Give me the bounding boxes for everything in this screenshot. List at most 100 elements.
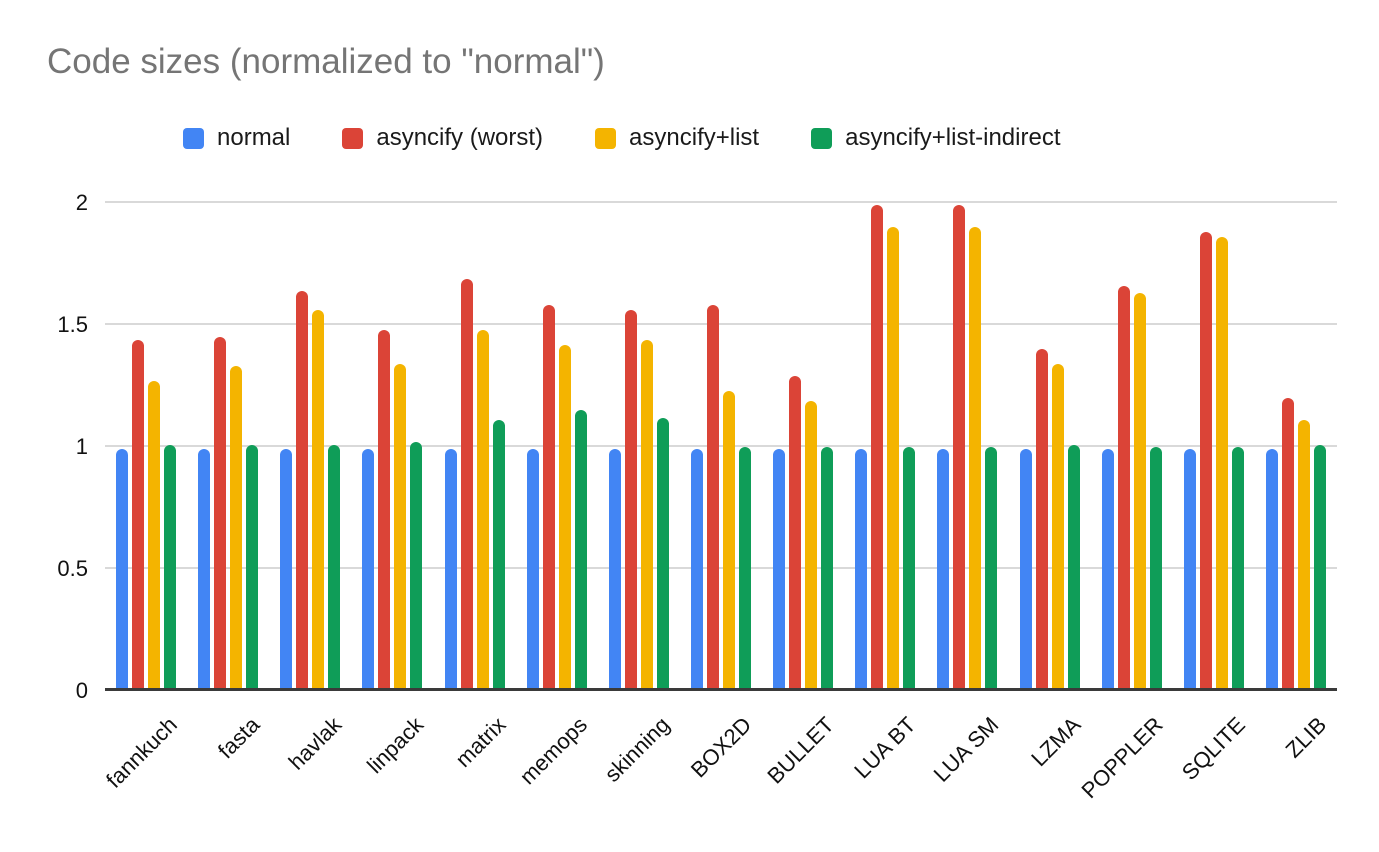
x-tick-label: LUA BT (849, 712, 921, 784)
bar (1149, 447, 1162, 691)
bars-layer (105, 203, 1337, 691)
bar (789, 376, 802, 691)
bar-group (187, 203, 269, 691)
bar (821, 447, 834, 691)
bar (887, 227, 900, 691)
bar (656, 417, 669, 691)
bar (773, 449, 786, 691)
bar-group (598, 203, 680, 691)
bar-group (1255, 203, 1337, 691)
x-tick-label: skinning (599, 712, 675, 787)
bar-group (926, 203, 1008, 691)
bar (1051, 364, 1064, 691)
bar (542, 305, 555, 691)
bar-group (516, 203, 598, 691)
bar-group (269, 203, 351, 691)
y-axis-tick-labels: 0 0.5 1 1.5 2 (0, 190, 88, 703)
x-tick-label: linpack (362, 712, 429, 779)
bar (1067, 444, 1080, 691)
bar (362, 449, 375, 691)
bar-group (351, 203, 433, 691)
bar (707, 305, 720, 691)
bar (280, 449, 293, 691)
bar (164, 444, 177, 691)
bar (937, 449, 950, 691)
bar (1298, 420, 1311, 691)
bar (1266, 449, 1279, 691)
x-tick-label: LZMA (1026, 712, 1086, 772)
bar (410, 442, 423, 691)
bar (312, 310, 325, 691)
bar (624, 310, 637, 691)
gridline (105, 323, 1337, 325)
bar (394, 364, 407, 691)
bar (805, 400, 818, 691)
bar-group (1091, 203, 1173, 691)
bar (1314, 444, 1327, 691)
bar (574, 410, 587, 691)
bar (739, 447, 752, 691)
legend-item-4: asyncify+list-indirect (811, 124, 1061, 152)
x-tick-label: fannkuch (100, 712, 182, 793)
y-tick-label: 0 (75, 678, 88, 703)
legend-swatch-icon (811, 127, 833, 149)
legend-item-2: asyncify (worst) (342, 124, 543, 152)
x-axis-tick-labels: fannkuch fasta havlak linpack matrix memops sk… (101, 712, 1337, 852)
bar (444, 449, 457, 691)
bar (640, 339, 653, 691)
x-tick-label: LUA SM (928, 712, 1004, 787)
bar (558, 344, 571, 691)
bar (723, 390, 736, 691)
bar (1101, 449, 1114, 691)
bar-group (762, 203, 844, 691)
bar (132, 339, 145, 691)
legend-label: asyncify+list-indirect (845, 124, 1061, 151)
legend-label: asyncify (worst) (376, 124, 544, 151)
bar-group (844, 203, 926, 691)
bar (230, 366, 243, 691)
gridline (105, 201, 1337, 203)
bar-group (434, 203, 516, 691)
bar (198, 449, 211, 691)
bar (1215, 237, 1228, 691)
y-tick-label: 1 (75, 434, 88, 459)
y-tick-label: 1.5 (57, 312, 88, 337)
legend-swatch-icon (342, 127, 364, 149)
legend-swatch-icon (595, 127, 617, 149)
gridline (105, 445, 1337, 447)
y-tick-label: 2 (75, 190, 88, 215)
bar (526, 449, 539, 691)
x-tick-label: fasta (212, 712, 264, 764)
bar (492, 420, 505, 691)
bar (691, 449, 704, 691)
legend-label: asyncify+list (629, 124, 760, 151)
bar-group (680, 203, 762, 691)
bar (969, 227, 982, 691)
chart-title: Code sizes (normalized to "normal") (47, 42, 605, 81)
chart-legend: normal asyncify (worst) asyncify+list async… (183, 124, 1061, 152)
legend-item-3: asyncify+list (595, 124, 759, 152)
bar (1133, 293, 1146, 691)
bar (116, 449, 129, 691)
x-tick-label: matrix (450, 712, 511, 773)
bar (148, 381, 161, 691)
x-tick-label: BOX2D (686, 712, 757, 783)
plot-area (105, 201, 1337, 691)
bar (214, 337, 227, 691)
legend-swatch-icon (183, 127, 204, 149)
bar (296, 290, 309, 691)
bar (328, 444, 341, 691)
bar-group (1009, 203, 1091, 691)
bar (1199, 232, 1212, 691)
legend-item-1: normal (183, 124, 290, 152)
x-tick-label: SQLITE (1176, 712, 1250, 786)
bar (476, 329, 489, 691)
bar (953, 205, 966, 691)
bar (871, 205, 884, 691)
legend-label: normal (217, 124, 291, 151)
bar-group (105, 203, 187, 691)
bar-group (1173, 203, 1255, 691)
bar (1117, 285, 1130, 691)
x-axis-line (105, 688, 1337, 691)
